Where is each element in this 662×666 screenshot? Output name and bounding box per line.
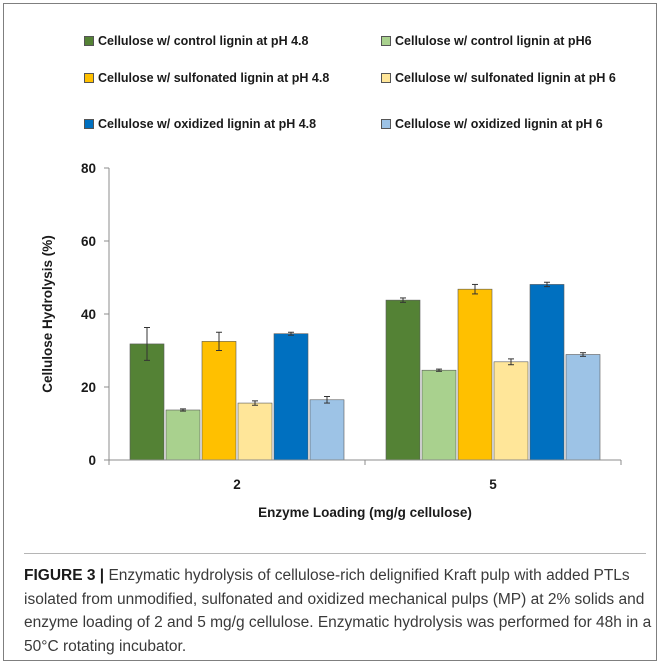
- bar: [386, 300, 420, 460]
- y-tick-label: 20: [81, 380, 96, 395]
- x-tick-label: 5: [489, 477, 497, 492]
- bar: [422, 370, 456, 460]
- y-ticks-layer: 0 20 40 60 80: [81, 161, 109, 468]
- y-tick-label: 0: [88, 453, 96, 468]
- bar: [238, 403, 272, 460]
- y-tick-label: 40: [81, 307, 96, 322]
- y-axis-label: Cellulose Hydrolysis (%): [40, 235, 55, 393]
- x-axis-label: Enzyme Loading (mg/g cellulose): [258, 505, 472, 520]
- bar: [166, 410, 200, 460]
- bar: [130, 344, 164, 460]
- figure-caption: FIGURE 3 | Enzymatic hydrolysis of cellu…: [24, 564, 654, 658]
- figure-frame: Cellulose w/ control lignin at pH 4.8 Ce…: [3, 3, 657, 661]
- bar: [566, 355, 600, 460]
- bar: [310, 400, 344, 460]
- caption-divider: [24, 553, 646, 554]
- bar: [202, 341, 236, 460]
- figure-label: FIGURE 3 |: [24, 567, 104, 584]
- bar: [274, 334, 308, 460]
- y-tick-label: 60: [81, 234, 96, 249]
- bar: [494, 362, 528, 460]
- bars-layer: [130, 284, 600, 460]
- bar: [458, 289, 492, 460]
- x-tick-label: 2: [233, 477, 241, 492]
- caption-text: Enzymatic hydrolysis of cellulose-rich d…: [24, 567, 651, 655]
- y-tick-label: 80: [81, 161, 96, 176]
- bar: [530, 284, 564, 460]
